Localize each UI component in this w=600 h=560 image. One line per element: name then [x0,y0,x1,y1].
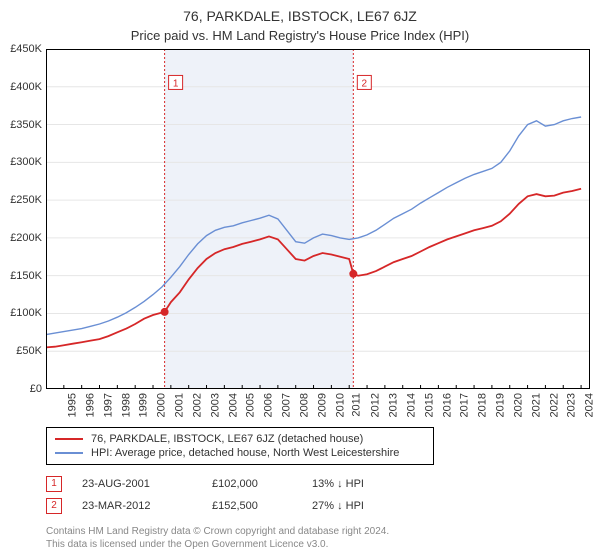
chart-container: 76, PARKDALE, IBSTOCK, LE67 6JZ Price pa… [0,0,600,560]
event-row: 1 23-AUG-2001 £102,000 13% ↓ HPI [46,473,600,495]
x-axis-label: 2015 [423,393,435,417]
svg-text:1: 1 [173,78,179,89]
chart-svg: 12 [46,49,590,389]
y-axis-label: £350K [10,119,42,131]
y-axis-label: £200K [10,232,42,244]
event-diff: 13% ↓ HPI [312,478,402,490]
event-price: £102,000 [212,478,292,490]
legend-item: 76, PARKDALE, IBSTOCK, LE67 6JZ (detache… [55,432,425,446]
x-axis-label: 1995 [66,393,78,417]
x-axis-label: 2000 [156,393,168,417]
x-axis-label: 2002 [191,393,203,417]
x-axis-label: 2012 [370,393,382,417]
footer-line-1: Contains HM Land Registry data © Crown c… [46,525,600,538]
chart-title: 76, PARKDALE, IBSTOCK, LE67 6JZ [0,0,600,24]
x-axis-label: 2007 [281,393,293,417]
event-marker: 2 [46,498,62,514]
legend-label: HPI: Average price, detached house, Nort… [91,447,399,459]
x-axis-label: 2016 [441,393,453,417]
x-axis-label: 1998 [120,393,132,417]
chart-subtitle: Price paid vs. HM Land Registry's House … [0,24,600,49]
x-axis-label: 2013 [388,393,400,417]
y-axis-label: £100K [10,307,42,319]
x-axis-label: 2003 [209,393,221,417]
x-axis-label: 2011 [351,393,363,417]
legend-item: HPI: Average price, detached house, Nort… [55,446,425,460]
legend-swatch [55,452,83,454]
event-date: 23-AUG-2001 [82,478,192,490]
x-axis-label: 2020 [512,393,524,417]
x-axis-label: 2010 [334,393,346,417]
event-diff: 27% ↓ HPI [312,500,402,512]
x-axis-label: 2022 [548,393,560,417]
event-row: 2 23-MAR-2012 £152,500 27% ↓ HPI [46,495,600,517]
x-axis-label: 2021 [530,393,542,417]
x-axis-label: 2024 [584,393,596,417]
event-marker: 1 [46,476,62,492]
legend-label: 76, PARKDALE, IBSTOCK, LE67 6JZ (detache… [91,433,363,445]
x-axis-label: 2017 [459,393,471,417]
x-axis-label: 2009 [316,393,328,417]
chart-area: 12 £0£50K£100K£150K£200K£250K£300K£350K£… [46,49,590,389]
x-axis-label: 2001 [174,393,186,417]
legend-swatch [55,438,83,440]
x-axis-label: 2014 [405,393,417,417]
footer-attribution: Contains HM Land Registry data © Crown c… [46,525,600,551]
event-date: 23-MAR-2012 [82,500,192,512]
y-axis-label: £50K [16,345,42,357]
x-axis-label: 1996 [84,393,96,417]
x-axis-label: 2006 [263,393,275,417]
events-table: 1 23-AUG-2001 £102,000 13% ↓ HPI 2 23-MAR-201… [46,473,600,517]
x-axis-label: 2018 [477,393,489,417]
x-axis-label: 1997 [102,393,114,417]
x-axis-label: 2008 [298,393,310,417]
y-axis-label: £300K [10,156,42,168]
x-axis-label: 1999 [138,393,150,417]
x-axis-label: 2019 [495,393,507,417]
x-axis-label: 2023 [566,393,578,417]
x-axis-label: 2005 [245,393,257,417]
y-axis-label: £400K [10,81,42,93]
x-axis-label: 2004 [227,393,239,417]
y-axis-label: £0 [30,383,42,395]
y-axis-label: £250K [10,194,42,206]
footer-line-2: This data is licensed under the Open Gov… [46,538,600,551]
svg-text:2: 2 [362,78,368,89]
y-axis-label: £150K [10,270,42,282]
y-axis-label: £450K [10,43,42,55]
legend-box: 76, PARKDALE, IBSTOCK, LE67 6JZ (detache… [46,427,434,465]
event-price: £152,500 [212,500,292,512]
